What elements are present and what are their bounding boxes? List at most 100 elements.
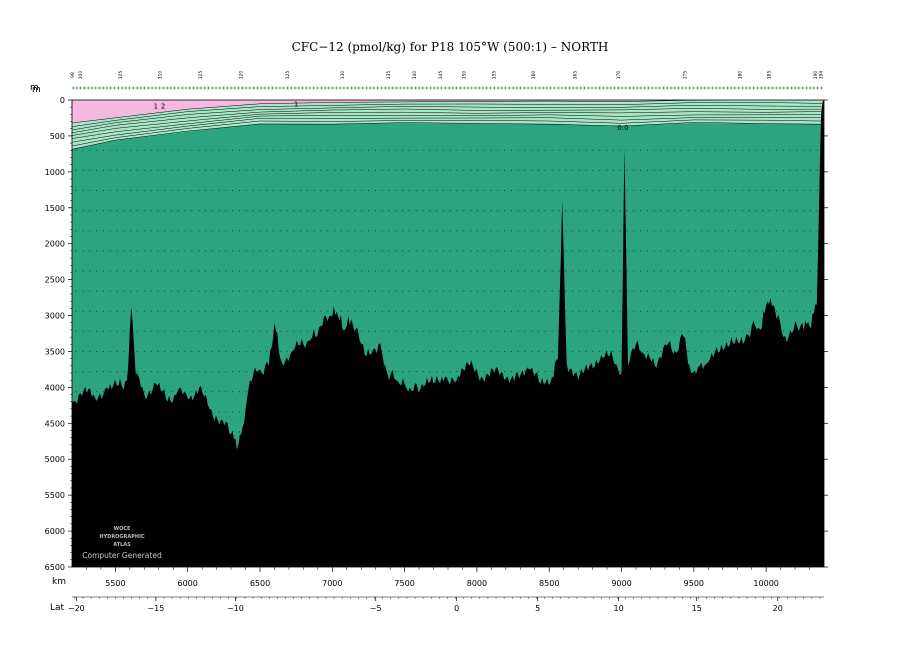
station-marker	[316, 86, 320, 90]
sample-point	[143, 189, 145, 192]
sample-point	[266, 270, 268, 272]
contour-line	[72, 113, 824, 139]
sample-point	[673, 310, 676, 312]
station-marker	[774, 86, 778, 90]
station-marker	[703, 86, 707, 90]
sample-point	[497, 210, 499, 212]
sample-point	[368, 290, 370, 292]
sample-point	[442, 330, 444, 332]
sample-point	[782, 290, 784, 292]
sample-point	[442, 270, 444, 272]
sample-point	[225, 169, 227, 171]
sample-point	[116, 250, 118, 252]
sample-point	[245, 250, 247, 252]
sample-point	[286, 290, 288, 292]
sample-point	[402, 189, 404, 192]
station-marker	[639, 86, 643, 90]
sample-point	[293, 310, 295, 312]
station-marker	[552, 86, 556, 90]
sample-point	[558, 270, 560, 272]
sample-point	[497, 270, 499, 272]
sample-point	[741, 290, 744, 292]
sample-point	[769, 189, 771, 192]
sample-point	[551, 149, 553, 151]
sample-point	[415, 371, 417, 373]
sample-point	[123, 330, 125, 332]
station-marker	[755, 86, 759, 90]
sample-point	[483, 330, 485, 332]
sample-point	[408, 169, 410, 171]
sample-point	[415, 210, 417, 212]
sample-point	[340, 310, 342, 312]
sample-point	[816, 149, 818, 151]
station-marker	[319, 86, 323, 90]
station-marker	[613, 86, 617, 90]
sample-point	[470, 210, 472, 212]
sample-point	[211, 391, 213, 393]
sample-point	[368, 210, 370, 212]
sample-point	[701, 290, 703, 292]
sample-point	[510, 371, 512, 373]
station-label: 170	[616, 71, 622, 80]
sample-point	[429, 371, 431, 373]
sample-point	[320, 169, 322, 171]
sample-point	[266, 210, 268, 212]
station-marker	[586, 86, 590, 90]
sample-point	[701, 149, 703, 151]
sample-point	[694, 270, 696, 272]
sample-point	[381, 270, 383, 272]
sample-point	[633, 189, 635, 192]
sample-point	[721, 210, 723, 212]
sample-point	[748, 210, 750, 212]
sample-point	[544, 290, 546, 292]
station-marker	[229, 86, 233, 90]
station-marker	[237, 86, 241, 90]
sample-point	[680, 210, 682, 212]
sample-point	[476, 270, 478, 272]
sample-point	[510, 250, 512, 252]
sample-point	[320, 189, 322, 192]
sample-point	[211, 310, 213, 312]
sample-point	[721, 169, 723, 171]
sample-point	[422, 250, 424, 252]
sample-point	[102, 290, 105, 292]
sample-point	[741, 310, 744, 312]
sample-point	[490, 230, 492, 232]
sample-point	[728, 189, 730, 192]
sample-point	[395, 270, 397, 272]
sample-point	[470, 290, 472, 292]
sample-point	[102, 189, 105, 192]
station-marker	[485, 86, 489, 90]
sample-point	[531, 230, 533, 232]
sample-point	[667, 230, 669, 232]
sample-point	[755, 270, 757, 272]
contour-label: 2	[161, 103, 165, 111]
sample-point	[510, 290, 512, 292]
sample-point	[721, 330, 723, 332]
sample-point	[483, 210, 485, 212]
sample-point	[218, 411, 220, 413]
sample-point	[497, 230, 499, 232]
sample-point	[300, 189, 302, 192]
sample-point	[442, 230, 444, 232]
sample-point	[497, 169, 499, 171]
sample-point	[707, 189, 710, 192]
sample-point	[456, 270, 458, 272]
sample-point	[775, 270, 778, 272]
sample-point	[558, 169, 560, 171]
sample-point	[116, 210, 118, 212]
station-marker	[79, 86, 83, 90]
sample-point	[218, 371, 220, 373]
sample-point	[442, 250, 444, 252]
sample-point	[510, 350, 512, 353]
sample-point	[245, 189, 247, 192]
station-marker	[635, 86, 639, 90]
sample-point	[184, 169, 186, 171]
sample-point	[266, 330, 268, 332]
km-tick-label: 6500	[250, 579, 270, 588]
sample-point	[503, 371, 506, 373]
station-marker	[797, 86, 801, 90]
sample-point	[775, 169, 778, 171]
station-label: 98	[70, 72, 76, 78]
km-tick-label: 6000	[178, 579, 198, 588]
